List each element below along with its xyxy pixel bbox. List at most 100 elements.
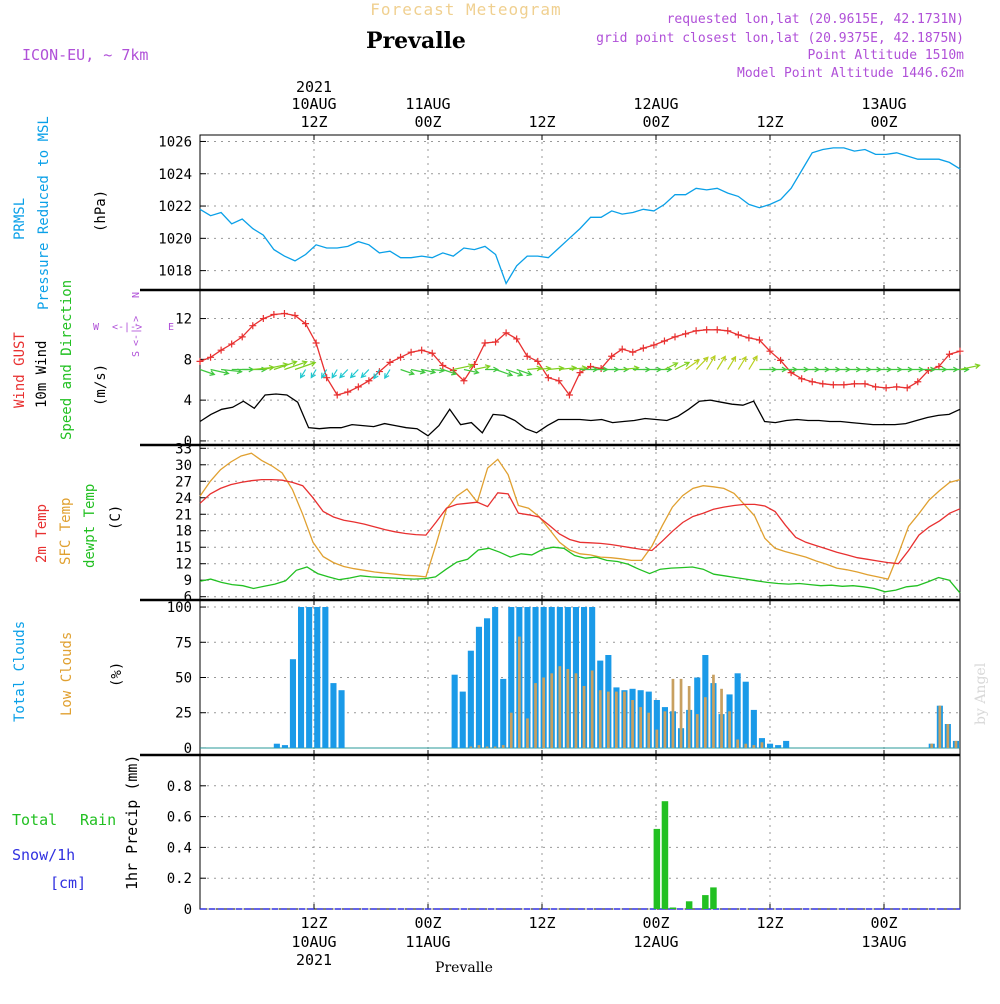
- compass-n: N: [131, 292, 142, 298]
- wind-direction-arrow: [463, 368, 480, 375]
- wind-direction-arrow: [349, 369, 359, 379]
- gust-marker: [280, 309, 288, 317]
- gust-marker: [407, 348, 415, 356]
- gust-marker: [418, 346, 426, 354]
- low-clouds-bar: [679, 678, 683, 748]
- total-clouds-bar: [492, 607, 499, 748]
- wind-direction-arrow: [474, 364, 492, 371]
- gust-marker: [513, 335, 521, 343]
- panel-frames: [140, 134, 961, 910]
- gust-marker: [882, 384, 890, 392]
- compass-w: W: [93, 322, 100, 333]
- prmsl-unit-label: (hPa): [93, 190, 109, 232]
- total-clouds-bar: [281, 745, 288, 748]
- low-clouds-bar: [663, 711, 667, 748]
- low-clouds-bar: [590, 670, 594, 748]
- compass-s: S: [131, 351, 142, 357]
- y-tick-label: 0.2: [167, 871, 192, 887]
- gust-marker: [935, 362, 943, 370]
- gust-marker: [492, 338, 500, 346]
- gust-marker: [650, 341, 658, 349]
- wind-direction-arrow: [339, 369, 349, 379]
- low-clouds-bar: [518, 636, 521, 748]
- total-clouds-bar: [767, 743, 774, 748]
- total-clouds-bar: [298, 607, 305, 748]
- top-year-label: 2021: [296, 78, 332, 96]
- gust-marker: [470, 360, 478, 368]
- gust-marker: [618, 345, 626, 353]
- low-clouds-bar: [509, 712, 513, 748]
- requested-coords: requested lon,lat (20.9615E, 42.1731N): [667, 12, 964, 27]
- pressure-panel: 1018 1020 1022 1024 1026: [158, 134, 961, 286]
- total-clouds-bar: [484, 618, 491, 748]
- wind-direction-arrow: [321, 369, 328, 379]
- y-tick-label: 33: [175, 441, 192, 457]
- wind-panel: 0 4 8 12: [175, 309, 981, 450]
- wind-direction-arrow: [695, 356, 709, 370]
- top-date-label: 13AUG: [861, 95, 906, 113]
- wind-direction-arrow: [273, 360, 298, 371]
- prmsl-series-line: [199, 147, 961, 286]
- low-clouds-bar: [615, 691, 618, 748]
- dewpt-series-line: [199, 546, 961, 594]
- gust-marker: [228, 340, 236, 348]
- low-clouds-bar: [566, 669, 570, 748]
- wind-direction-arrow: [360, 369, 370, 379]
- low-clouds-bar: [647, 712, 651, 748]
- y-tick-label: 0.4: [167, 840, 192, 856]
- bottom-hour-label: 00Z: [870, 914, 897, 932]
- low-clouds-bar: [623, 691, 626, 748]
- gust-marker: [703, 326, 711, 334]
- y-tick-label: 0: [184, 741, 192, 757]
- gust-marker: [259, 315, 267, 323]
- total-clouds-bar: [467, 650, 474, 748]
- y-tick-label: 30: [175, 458, 192, 474]
- snow-unit-label: [cm]: [50, 874, 86, 892]
- gust-marker: [238, 333, 246, 341]
- temp-unit-label: (C): [108, 505, 124, 530]
- bottom-hour-label: 12Z: [528, 914, 555, 932]
- gust-marker: [893, 383, 901, 391]
- wind-direction-arrow: [706, 354, 716, 370]
- rain-bar: [710, 887, 717, 909]
- gust-marker: [682, 330, 690, 338]
- gust-marker: [291, 311, 299, 319]
- gust-marker: [502, 329, 510, 337]
- wind-direction-arrow: [400, 368, 415, 376]
- total-clouds-bar: [475, 626, 482, 748]
- total-clouds-label: Total Clouds: [12, 621, 28, 722]
- y-tick-label: 1022: [158, 199, 192, 215]
- gust-marker: [945, 350, 953, 358]
- low-clouds-bar: [752, 745, 756, 748]
- gust-marker: [671, 333, 679, 341]
- low-clouds-bar: [534, 683, 537, 748]
- gust-marker: [397, 353, 405, 361]
- wind-direction-arrow: [516, 368, 533, 377]
- wind-dir-label: Speed and Direction: [59, 280, 75, 440]
- low-clouds-label: Low Clouds: [59, 632, 75, 716]
- low-clouds-bar: [550, 673, 554, 748]
- rain-bar: [653, 828, 661, 909]
- rain-bar: [702, 895, 709, 909]
- total-clouds-bar: [540, 607, 547, 748]
- gust-marker: [354, 383, 362, 391]
- precip-unit-label: 1hr Precip (mm): [123, 755, 141, 890]
- gust-marker: [724, 327, 732, 335]
- wind10m-series-line: [199, 393, 961, 437]
- top-hour-label: 12Z: [756, 113, 783, 131]
- model-label: ICON-EU, ~ 7km: [22, 46, 148, 64]
- total-clouds-bar: [306, 607, 313, 748]
- total-clouds-bar: [742, 681, 749, 748]
- total-clouds-bar: [532, 607, 539, 748]
- gust-marker: [861, 380, 869, 388]
- low-clouds-bar: [542, 677, 545, 748]
- t2m-series-line: [199, 478, 961, 565]
- wind10m-label: 10m Wind: [34, 341, 50, 408]
- bottom-hour-label: 12Z: [300, 914, 327, 932]
- low-clouds-bar: [687, 686, 691, 748]
- wind-direction-arrow: [495, 368, 514, 377]
- gust-marker: [829, 381, 837, 389]
- y-tick-label: 50: [175, 671, 192, 687]
